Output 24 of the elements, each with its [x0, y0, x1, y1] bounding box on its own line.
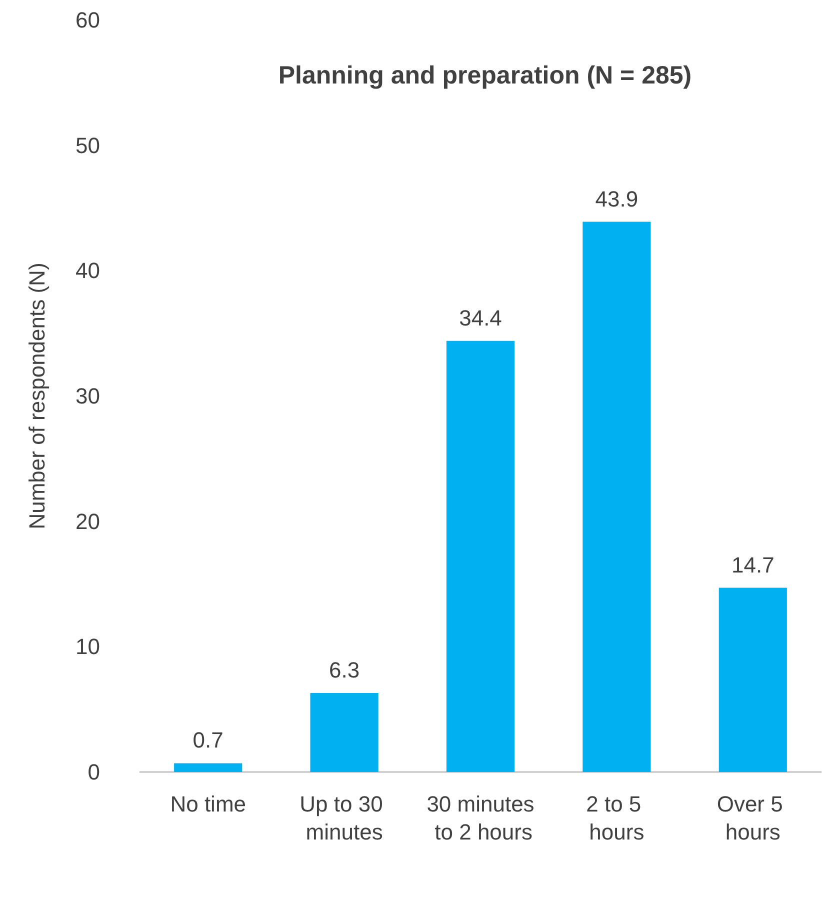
y-tick-label: 0	[88, 760, 100, 784]
bar	[582, 222, 651, 772]
y-tick-label: 30	[76, 384, 100, 408]
data-label: 0.7	[192, 728, 224, 753]
y-tick-label: 50	[76, 132, 100, 158]
bar	[718, 588, 787, 772]
data-label: 6.3	[329, 658, 360, 683]
data-label: 34.4	[459, 305, 502, 330]
x-tick-label: Up to 30 minutes	[300, 792, 389, 844]
data-label: 14.7	[731, 552, 774, 578]
y-axis-title: Number of respondents (N)	[24, 262, 50, 530]
bar	[310, 693, 378, 772]
x-tick-label: 2 to 5 hours	[586, 792, 648, 844]
text: Planning and preparation (N = 285)	[278, 62, 692, 90]
bar	[446, 340, 515, 772]
y-tick-label: 60	[76, 8, 100, 32]
bar	[174, 763, 242, 772]
y-tick-label: 40	[76, 258, 100, 284]
y-tick-label: 10	[76, 634, 100, 660]
x-tick-label: No time	[170, 792, 246, 816]
x-tick-label: Over 5 hours	[716, 792, 789, 844]
y-tick-label: 20	[76, 508, 100, 534]
data-label: 43.9	[595, 186, 638, 212]
x-tick-label: 30 minutes to 2 hours	[426, 792, 534, 844]
